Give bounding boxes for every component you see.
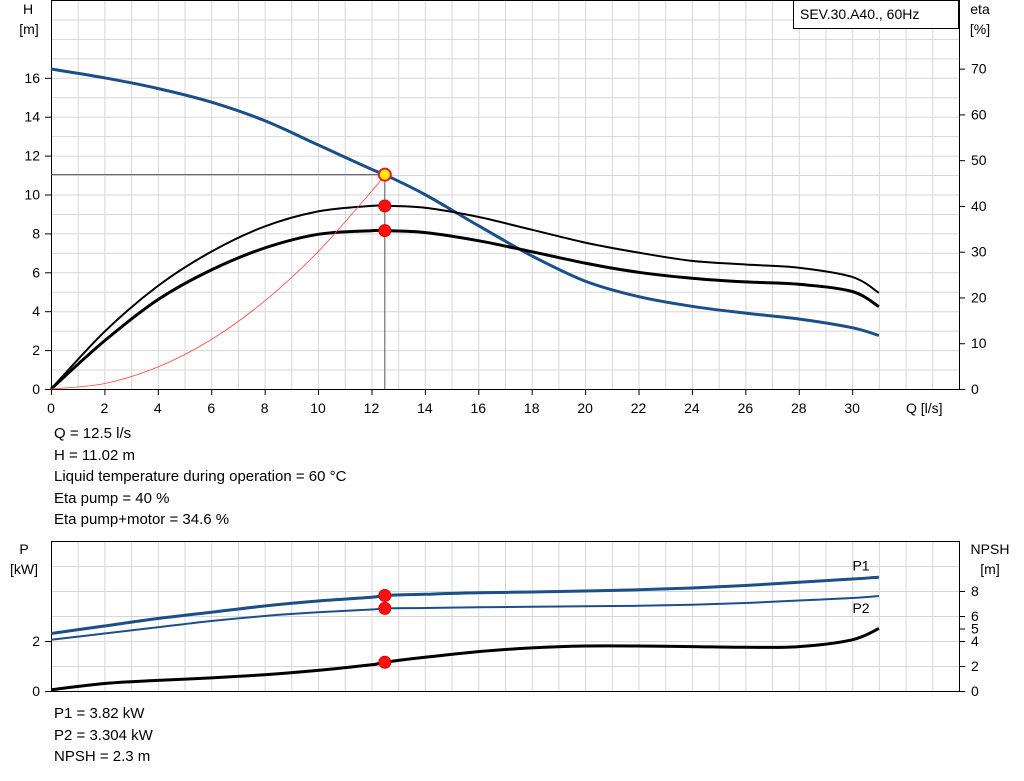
p-tick-label: 2	[32, 633, 40, 649]
x-tick-label: 20	[577, 400, 593, 416]
tick-labels: 0 2 4 6 8 10 12 14 16 18 20 22 24 26 28 300246810121416…	[24, 61, 986, 699]
eta-tick-label: 50	[971, 152, 987, 168]
system-curve	[50, 174, 386, 390]
eta-axis-title: eta	[970, 1, 990, 17]
x-tick-label: 2	[101, 400, 109, 416]
info-p1: P1 = 3.82 kW	[54, 705, 145, 722]
x-tick-label: 6	[207, 400, 215, 416]
x-tick-label: 10	[310, 400, 326, 416]
x-tick-label: 16	[471, 400, 487, 416]
h-tick-label: 8	[32, 225, 40, 241]
x-tick-label: 8	[261, 400, 269, 416]
info-p2: P2 = 3.304 kW	[54, 726, 153, 744]
npsh-tick-label: 6	[971, 608, 979, 624]
x-tick-label: 0	[47, 400, 55, 416]
eta-tick-label: 20	[971, 289, 987, 305]
h-tick-label: 4	[32, 303, 40, 319]
x-tick-label: 24	[684, 400, 700, 416]
x-tick-label: 22	[631, 400, 647, 416]
npsh-curve	[50, 627, 880, 692]
series-label-p2: P2	[852, 600, 869, 616]
info-eta-pump: Eta pump = 40 %	[54, 489, 170, 507]
bottom-operating-info: P1 = 3.82 kW P2 = 3.304 kW NPSH = 2.3 m	[54, 703, 153, 768]
eta-tick-label: 70	[971, 61, 987, 77]
eta-axis-unit: [%]	[970, 21, 990, 37]
npsh-axis-title: NPSH	[971, 541, 1010, 557]
eta-tick-label: 0	[971, 381, 979, 397]
h-tick-label: 14	[24, 109, 40, 125]
h-axis-title: H	[23, 1, 33, 17]
x-tick-label: 12	[364, 400, 380, 416]
eta-pump-marker	[378, 199, 392, 213]
npsh-marker	[378, 655, 392, 669]
info-q: Q = 12.5 l/s	[54, 425, 132, 442]
npsh-axis-unit: [m]	[980, 561, 999, 577]
p2-marker	[378, 601, 392, 615]
eta-tick-label: 40	[971, 198, 987, 214]
x-tick-label: 30	[844, 400, 860, 416]
h-tick-label: 10	[24, 187, 40, 203]
info-temperature: Liquid temperature during operation = 60…	[54, 468, 347, 485]
h-curve	[50, 67, 880, 337]
q-axis-title: Q [l/s]	[906, 400, 943, 416]
eta-tick-label: 10	[971, 335, 987, 351]
axis-titles: H [m] eta [%] Q [l/s] P [kW] NPSH [m] SEV.30.A40.…	[10, 0, 1010, 616]
top-operating-info: Q = 12.5 l/s H = 11.02 m Liquid temperat…	[54, 423, 346, 531]
series-label-p1: P1	[852, 557, 869, 573]
h-tick-label: 6	[32, 264, 40, 280]
h-axis-unit: [m]	[19, 21, 38, 37]
eta-total-curve	[49, 228, 880, 391]
h-tick-label: 12	[24, 148, 40, 164]
p-axis-unit: [kW]	[10, 561, 38, 577]
x-tick-label: 4	[154, 400, 162, 416]
x-tick-label: 14	[417, 400, 433, 416]
duty-point-marker	[377, 167, 392, 182]
p-tick-label: 0	[32, 683, 40, 699]
top-chart-grid	[51, 0, 960, 390]
operating-point-markers	[377, 167, 392, 669]
npsh-tick-label: 8	[971, 583, 979, 599]
x-tick-label: 28	[791, 400, 807, 416]
info-eta-total: Eta pump+motor = 34.6 %	[54, 511, 230, 528]
info-npsh: NPSH = 2.3 m	[54, 748, 151, 765]
npsh-tick-label: 2	[971, 658, 979, 674]
h-tick-label: 2	[32, 342, 40, 358]
x-tick-label: 26	[738, 400, 754, 416]
npsh-tick-label: 0	[971, 683, 979, 699]
npsh-tick-label: 5	[971, 621, 979, 637]
p-axis-title: P	[19, 541, 28, 557]
npsh-tick-label: 4	[971, 633, 979, 649]
eta-tick-label: 30	[971, 244, 987, 260]
h-tick-label: 16	[24, 70, 40, 86]
p2-curve	[50, 595, 879, 641]
h-tick-label: 0	[32, 381, 40, 397]
eta-pump-curve	[50, 204, 880, 390]
top-plot-frame	[51, 0, 960, 390]
p1-curve	[50, 575, 879, 635]
eta-tick-label: 60	[971, 106, 987, 122]
info-h: H = 11.02 m	[54, 446, 136, 464]
x-tick-label: 18	[524, 400, 540, 416]
chart-title-box	[793, 0, 959, 29]
chart-title: SEV.30.A40., 60Hz	[800, 6, 919, 22]
data-series	[49, 67, 880, 692]
p1-marker	[378, 589, 392, 602]
eta-total-marker	[378, 224, 392, 238]
